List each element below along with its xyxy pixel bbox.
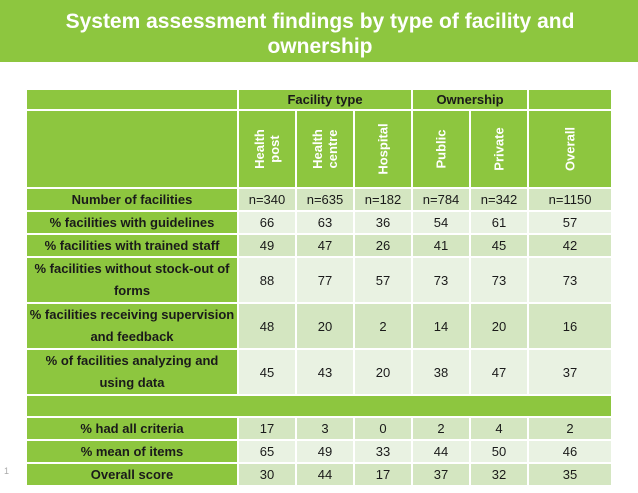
summary-row: % mean of items 65 49 33 44 50 46 (25, 439, 614, 464)
header-blank-cell (25, 88, 239, 111)
table-cell: 41 (411, 233, 472, 258)
table-cell: n=1150 (527, 187, 614, 212)
table-cell: 45 (237, 348, 297, 396)
table-row: % facilities without stock-out of forms … (25, 256, 614, 304)
table-cell: n=342 (469, 187, 530, 212)
table-cell: 45 (469, 233, 530, 258)
table-cell: 57 (527, 210, 614, 235)
header-blank-cell (25, 109, 239, 189)
table-row: % facilities receiving supervision and f… (25, 302, 614, 350)
table-cell: 73 (411, 256, 472, 304)
table-cell: n=784 (411, 187, 472, 212)
col-header-label: Private (491, 127, 507, 171)
table-cell: 73 (527, 256, 614, 304)
table-cell: 35 (527, 462, 614, 487)
col-header-overall: Overall (527, 109, 614, 189)
col-header-public: Public (411, 109, 472, 189)
summary-row: Overall score 30 44 17 37 32 35 (25, 462, 614, 487)
table-cell: 2 (411, 416, 472, 441)
table-cell: 54 (411, 210, 472, 235)
table-cell: 43 (295, 348, 355, 396)
table-cell: n=635 (295, 187, 355, 212)
table-cell: 47 (469, 348, 530, 396)
col-header-label: Hospital (375, 123, 391, 175)
table-row: % facilities with trained staff 49 47 26… (25, 233, 614, 258)
table-cell: 61 (469, 210, 530, 235)
table-cell: 2 (352, 302, 414, 350)
table-cell: 17 (237, 416, 297, 441)
table-cell: 63 (295, 210, 355, 235)
table-cell: 46 (527, 439, 614, 464)
row-label: Overall score (25, 462, 239, 487)
slide-number: 1 (4, 466, 10, 476)
summary-row: % had all criteria 17 3 0 2 4 2 (25, 416, 614, 441)
table-cell: n=182 (352, 187, 414, 212)
row-label: Number of facilities (25, 187, 239, 212)
col-header-label: Health centre (310, 129, 340, 169)
table-cell: 16 (527, 302, 614, 350)
row-label: % facilities with guidelines (25, 210, 239, 235)
column-header-row: Health post Health centre Hospital Publi… (25, 109, 614, 189)
table-cell: 49 (237, 233, 297, 258)
table-cell: 88 (237, 256, 297, 304)
table-cell: 44 (411, 439, 472, 464)
table-cell: 47 (295, 233, 355, 258)
table-cell: 37 (411, 462, 472, 487)
table-cell: 0 (352, 416, 414, 441)
table-cell: 17 (352, 462, 414, 487)
row-label: % of facilities analyzing and using data (25, 348, 239, 396)
table-cell: 26 (352, 233, 414, 258)
row-label: % had all criteria (25, 416, 239, 441)
table-row: % facilities with guidelines 66 63 36 54… (25, 210, 614, 235)
col-header-label: Overall (562, 126, 578, 172)
spacer-cell (24, 394, 614, 418)
table-cell: 38 (411, 348, 472, 396)
table-cell: 50 (469, 439, 530, 464)
table-cell: 48 (237, 302, 297, 350)
table-cell: 4 (469, 416, 530, 441)
col-header-hospital: Hospital (352, 109, 414, 189)
title-band (0, 0, 638, 62)
table-cell: 73 (469, 256, 530, 304)
table-cell: 2 (527, 416, 614, 441)
slide-title: System assessment findings by type of fa… (65, 10, 575, 58)
col-header-label: Health post (252, 129, 282, 169)
table-cell: 36 (352, 210, 414, 235)
table-cell: 37 (527, 348, 614, 396)
col-header-label: Public (433, 129, 449, 169)
facility-type-header: Facility type (236, 88, 414, 111)
row-label: % facilities without stock-out of forms (25, 256, 239, 304)
table-cell: 65 (237, 439, 297, 464)
table-cell: 14 (411, 302, 472, 350)
table-cell: 57 (352, 256, 414, 304)
table-cell: 44 (295, 462, 355, 487)
col-header-private: Private (469, 109, 530, 189)
table-row: Number of facilities n=340 n=635 n=182 n… (25, 187, 614, 212)
table-cell: 20 (295, 302, 355, 350)
table-cell: 20 (352, 348, 414, 396)
table-cell: 33 (352, 439, 414, 464)
table-cell: 30 (237, 462, 297, 487)
table-cell: 77 (295, 256, 355, 304)
table-cell: 20 (469, 302, 530, 350)
table-cell: 32 (469, 462, 530, 487)
findings-table: Facility type Ownership Health post Heal… (24, 88, 614, 487)
table-cell: 66 (237, 210, 297, 235)
header-blank-cell (527, 88, 614, 111)
table-cell: n=340 (237, 187, 297, 212)
ownership-header: Ownership (411, 88, 530, 111)
group-header-row: Facility type Ownership (25, 88, 614, 111)
col-header-health-post: Health post (237, 109, 297, 189)
row-label: % mean of items (25, 439, 239, 464)
table-row: % of facilities analyzing and using data… (25, 348, 614, 396)
spacer-row (24, 394, 614, 418)
table-cell: 3 (295, 416, 355, 441)
table-cell: 42 (527, 233, 614, 258)
col-header-health-centre: Health centre (295, 109, 355, 189)
row-label: % facilities receiving supervision and f… (25, 302, 239, 350)
row-label: % facilities with trained staff (25, 233, 239, 258)
table-cell: 49 (295, 439, 355, 464)
